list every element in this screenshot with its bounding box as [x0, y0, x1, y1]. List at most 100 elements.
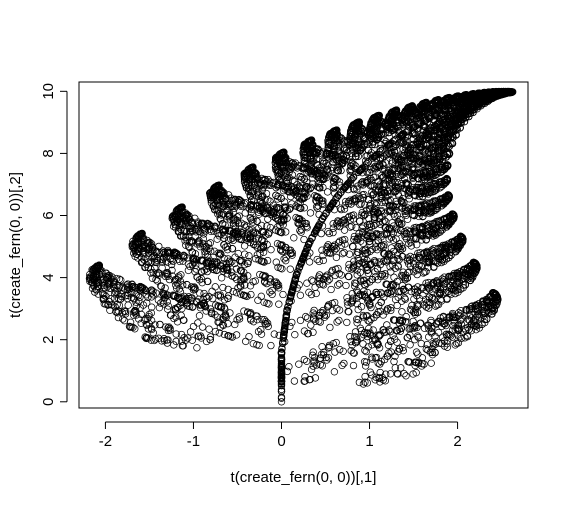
data-point: [257, 244, 265, 252]
data-point: [360, 211, 369, 219]
data-point: [320, 213, 328, 221]
data-point: [233, 275, 241, 284]
data-point: [443, 162, 452, 170]
data-point: [319, 183, 327, 192]
data-point: [316, 318, 324, 326]
data-point: [420, 208, 428, 217]
data-point: [387, 244, 395, 252]
data-point: [319, 159, 328, 168]
data-point: [347, 162, 355, 171]
data-point: [320, 348, 328, 356]
data-point: [379, 161, 387, 169]
data-point: [332, 253, 341, 262]
data-point: [366, 200, 375, 208]
data-point: [229, 221, 238, 230]
data-point: [211, 327, 220, 336]
data-point: [376, 163, 384, 171]
data-point: [319, 251, 327, 259]
data-point: [405, 325, 413, 333]
data-point: [391, 131, 400, 139]
data-point: [418, 183, 426, 192]
data-point: [411, 322, 419, 330]
data-point: [266, 288, 274, 296]
data-point: [350, 235, 358, 244]
data-point: [415, 301, 423, 309]
data-point: [434, 259, 442, 267]
data-point: [422, 231, 431, 239]
data-point: [215, 252, 223, 260]
data-point: [396, 128, 404, 137]
data-point: [296, 215, 304, 223]
data-point: [335, 191, 343, 199]
data-point: [302, 312, 310, 321]
data-point: [335, 316, 343, 325]
data-point: [382, 138, 390, 146]
data-point: [323, 165, 332, 174]
data-point: [383, 305, 392, 313]
data-point: [232, 331, 241, 339]
data-point: [333, 166, 341, 174]
data-point: [427, 359, 435, 367]
data-point: [274, 263, 282, 271]
data-point: [193, 256, 201, 264]
data-point: [359, 276, 367, 285]
data-point: [376, 368, 384, 377]
data-point: [376, 331, 384, 339]
data-point: [361, 378, 369, 386]
data-point: [353, 337, 361, 345]
data-point: [302, 219, 311, 228]
data-point: [215, 303, 223, 311]
data-point: [397, 324, 406, 333]
data-point: [253, 217, 261, 225]
data-point: [120, 307, 128, 315]
data-point: [272, 258, 280, 266]
data-point: [350, 185, 358, 194]
data-point: [373, 246, 381, 254]
data-point: [245, 252, 253, 260]
data-point: [277, 398, 286, 406]
data-point: [432, 258, 440, 266]
data-point: [431, 111, 439, 119]
data-point: [421, 200, 429, 208]
data-point: [335, 178, 344, 186]
data-point: [307, 365, 316, 374]
data-point: [389, 256, 397, 265]
data-point: [243, 292, 251, 301]
data-point: [410, 205, 418, 213]
data-point: [375, 133, 383, 142]
data-point: [148, 274, 157, 282]
data-point: [164, 336, 172, 344]
data-point: [186, 262, 194, 271]
data-point: [438, 164, 446, 172]
data-point: [422, 199, 431, 207]
data-point: [198, 323, 207, 331]
data-point: [407, 242, 415, 250]
data-point: [193, 344, 201, 352]
data-point: [310, 306, 318, 315]
data-point: [215, 232, 223, 240]
data-point: [183, 299, 192, 307]
data-point: [325, 229, 334, 238]
data-point: [406, 341, 414, 349]
data-point: [328, 306, 337, 315]
data-point: [282, 316, 290, 325]
data-point: [331, 348, 339, 356]
data-point: [443, 343, 452, 351]
data-point: [418, 184, 427, 192]
data-point: [299, 255, 307, 263]
data-point: [442, 330, 451, 338]
data-point: [264, 175, 272, 184]
data-point: [353, 251, 361, 259]
data-point: [266, 278, 274, 286]
data-point: [369, 190, 377, 199]
data-point: [340, 359, 348, 368]
data-point: [272, 214, 280, 222]
data-point: [454, 269, 462, 278]
data-point: [277, 350, 286, 358]
data-point: [371, 268, 379, 276]
data-point: [399, 195, 407, 203]
data-point: [427, 145, 435, 153]
data-point: [425, 301, 433, 309]
data-point: [414, 332, 422, 340]
data-point: [150, 336, 158, 345]
